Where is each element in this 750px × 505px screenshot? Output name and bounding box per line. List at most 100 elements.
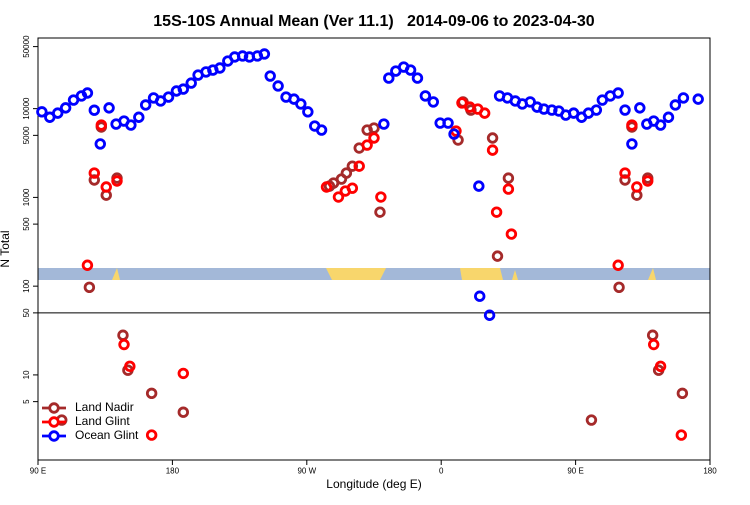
point <box>448 128 460 140</box>
point <box>133 111 145 123</box>
point <box>619 167 631 179</box>
point <box>118 338 130 351</box>
x-tick-label: 90 W <box>297 467 316 476</box>
point <box>88 167 100 179</box>
point <box>378 118 390 130</box>
point <box>524 96 536 108</box>
point <box>59 102 72 114</box>
point <box>214 62 226 74</box>
point <box>478 107 491 119</box>
legend-marker <box>48 430 60 442</box>
point <box>427 96 439 108</box>
x-tick-label: 90 E <box>30 467 46 476</box>
point <box>124 360 136 373</box>
point <box>88 104 100 116</box>
point <box>177 83 190 95</box>
point <box>302 106 314 118</box>
y-tick-label: 50000 <box>22 35 31 58</box>
point <box>111 175 123 187</box>
point <box>81 87 94 99</box>
x-tick-label: 180 <box>166 467 180 476</box>
y-tick-label: 5000 <box>22 126 31 144</box>
y-tick-label: 10 <box>22 370 31 379</box>
point <box>346 160 359 172</box>
point <box>642 175 654 187</box>
point <box>634 102 646 114</box>
point <box>474 290 486 302</box>
point <box>374 206 386 218</box>
land-strip <box>512 270 518 280</box>
point <box>654 119 667 131</box>
point <box>546 104 558 116</box>
x-tick-label: 180 <box>703 467 717 476</box>
point <box>88 174 100 186</box>
point <box>81 259 94 271</box>
point <box>502 172 515 184</box>
point <box>94 138 106 150</box>
point <box>612 87 624 99</box>
point <box>404 64 417 76</box>
point <box>139 99 152 111</box>
point <box>675 429 688 441</box>
point <box>612 259 624 271</box>
point <box>502 183 515 195</box>
point <box>258 48 271 60</box>
point <box>83 281 96 294</box>
point <box>52 107 64 119</box>
y-tick-label: 1000 <box>22 188 31 206</box>
point <box>669 99 682 111</box>
point <box>375 191 387 203</box>
x-axis-label: Longitude (deg E) <box>326 477 421 491</box>
chart-title: 15S-10S Annual Mean (Ver 11.1) 2014-09-0… <box>153 13 595 30</box>
point <box>36 106 48 118</box>
point <box>340 167 353 179</box>
point <box>411 72 424 84</box>
point <box>473 180 485 192</box>
point <box>619 174 631 186</box>
point <box>177 406 190 418</box>
point <box>590 104 603 116</box>
point <box>491 250 504 262</box>
point <box>368 132 380 144</box>
point <box>100 181 112 193</box>
point <box>483 309 496 321</box>
point <box>692 93 704 105</box>
point <box>626 138 638 150</box>
point <box>315 124 328 136</box>
point <box>361 139 373 151</box>
y-tick-label: 10000 <box>22 97 31 120</box>
point <box>613 281 625 294</box>
point <box>419 90 432 102</box>
point <box>626 119 638 131</box>
point <box>677 92 690 104</box>
point <box>676 387 689 400</box>
point <box>662 111 675 123</box>
point <box>346 182 359 194</box>
point <box>490 206 503 218</box>
legend-label: Land Glint <box>75 414 130 428</box>
point <box>648 338 660 351</box>
land-strip <box>648 268 656 280</box>
point <box>295 98 307 110</box>
legend-marker <box>48 402 60 414</box>
y-axis-label: N Total <box>0 230 12 267</box>
x-tick-label: 90 E <box>567 467 583 476</box>
point <box>505 228 518 240</box>
point <box>125 119 137 131</box>
legend-marker <box>48 416 60 428</box>
point <box>145 429 158 441</box>
x-tick-label: 0 <box>439 467 444 476</box>
y-tick-label: 50 <box>22 308 31 317</box>
point <box>95 119 108 131</box>
point <box>353 160 365 172</box>
point <box>264 70 276 82</box>
point <box>177 367 190 380</box>
legend-label: Land Nadir <box>75 400 134 414</box>
land-strip <box>326 268 386 280</box>
y-tick-label: 100 <box>22 279 31 293</box>
point <box>185 77 197 89</box>
y-tick-label: 5 <box>22 399 31 404</box>
land-strip <box>112 268 120 280</box>
